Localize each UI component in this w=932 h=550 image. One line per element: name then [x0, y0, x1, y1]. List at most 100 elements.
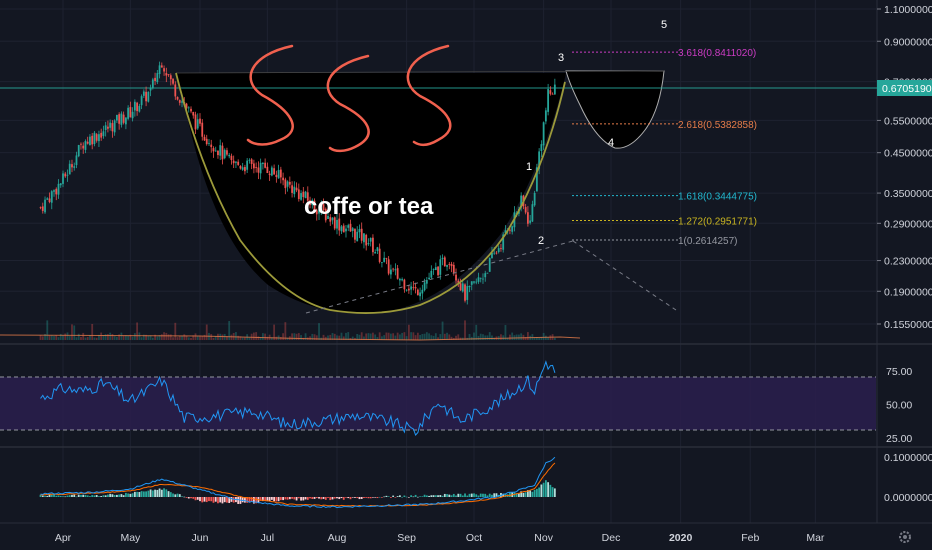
macd-hist-bar [320, 497, 323, 500]
macd-hist-bar [282, 497, 284, 501]
volume-bar [455, 335, 457, 340]
macd-hist-bar [73, 494, 76, 497]
volume-bar [212, 337, 215, 340]
volume-bar [124, 335, 127, 340]
macd-hist-bar [491, 494, 493, 497]
macd-hist-bar [405, 496, 408, 498]
macd-hist-bar [304, 497, 307, 500]
macd-hist-bar [59, 495, 62, 497]
macd-hist-bar [160, 489, 163, 497]
fib-level: 2.618(0.5382858) [572, 120, 757, 131]
price-tick-label: 0.1550000 [884, 319, 932, 331]
candle [244, 164, 246, 175]
volume-bar [230, 334, 233, 340]
macd-hist-bar [111, 494, 114, 497]
volume-bar [84, 337, 87, 340]
macd-hist-bar [147, 490, 150, 497]
macd-hist-bar [248, 497, 251, 502]
volume-bar [345, 332, 347, 340]
macd-hist-bar [124, 492, 127, 497]
candle [342, 223, 345, 233]
volume-bar [432, 335, 435, 340]
candle [421, 284, 424, 300]
macd-hist-bar [482, 493, 484, 497]
macd-hist-bar [394, 497, 397, 498]
candle [151, 77, 154, 90]
candle [176, 96, 179, 101]
candle [118, 112, 121, 130]
volume-bar [387, 332, 390, 340]
macd-hist-bar [437, 495, 439, 497]
macd-hist-bar [520, 491, 523, 497]
macd-hist-bar [127, 493, 130, 497]
settings-gear-icon[interactable] [899, 531, 911, 543]
candle [133, 99, 136, 117]
macd-hist-bar [273, 497, 276, 502]
volume-bar [300, 335, 302, 340]
candle [116, 114, 118, 123]
macd-hist-bar [95, 495, 98, 497]
fib-level: 1(0.2614257) [572, 236, 738, 247]
candle [360, 222, 363, 244]
volume-bar [174, 322, 177, 340]
macd-hist-bar [116, 494, 118, 497]
macd-hist-bar [185, 497, 188, 498]
candle [437, 265, 439, 277]
macd-hist-bar [297, 497, 300, 499]
candle [459, 278, 462, 291]
candle [71, 159, 73, 173]
volume-bar [41, 336, 44, 340]
volume-bar [192, 335, 195, 340]
candle [311, 198, 314, 209]
volume-bar [363, 336, 365, 340]
macd-hist-bar [372, 497, 374, 498]
candle [172, 78, 174, 86]
candle [302, 187, 305, 204]
macd-hist-bar [470, 493, 473, 497]
volume-bar [160, 334, 163, 340]
candle [286, 180, 289, 192]
macd-hist-bar [98, 496, 100, 497]
candle [156, 70, 159, 85]
macd-hist-bar [71, 494, 73, 497]
volume-bar [293, 333, 296, 340]
volume-bar [270, 337, 273, 340]
macd-hist-bar [286, 497, 289, 500]
macd-hist-bar [331, 497, 334, 500]
macd-hist-bar [48, 494, 51, 497]
price-tick-label: 0.2300000 [884, 256, 932, 268]
candle [268, 170, 271, 181]
candle [291, 181, 293, 198]
candle [318, 207, 320, 221]
macd-hist-bar [398, 495, 401, 497]
volume-bar [291, 333, 293, 340]
candle [358, 224, 361, 239]
macd-hist-bar [311, 497, 314, 499]
macd-hist-bar [284, 497, 287, 500]
volume-bar [479, 333, 482, 340]
volume-bar [205, 324, 208, 340]
macd-hist-bar [376, 497, 379, 499]
macd-hist-bar [488, 493, 491, 497]
candle [475, 278, 478, 285]
volume-bar [145, 334, 147, 340]
volume-bar [509, 334, 511, 340]
volume-bar [394, 335, 397, 340]
volume-bar [419, 335, 421, 340]
candle [419, 287, 421, 301]
volume-bar [475, 324, 478, 340]
macd-hist-bar [288, 497, 291, 500]
candle [241, 162, 244, 171]
macd-hist-bar [131, 493, 134, 497]
candle [547, 83, 550, 116]
macd-hist-bar [484, 493, 487, 497]
candle [129, 101, 132, 118]
macd-hist-bar [309, 497, 311, 499]
macd-hist-bar [172, 493, 174, 497]
volume-bar [169, 334, 172, 340]
volume-bar [324, 336, 327, 340]
macd-hist-bar [430, 495, 433, 497]
macd-hist-bar [154, 489, 156, 497]
volume-bar [91, 323, 94, 340]
